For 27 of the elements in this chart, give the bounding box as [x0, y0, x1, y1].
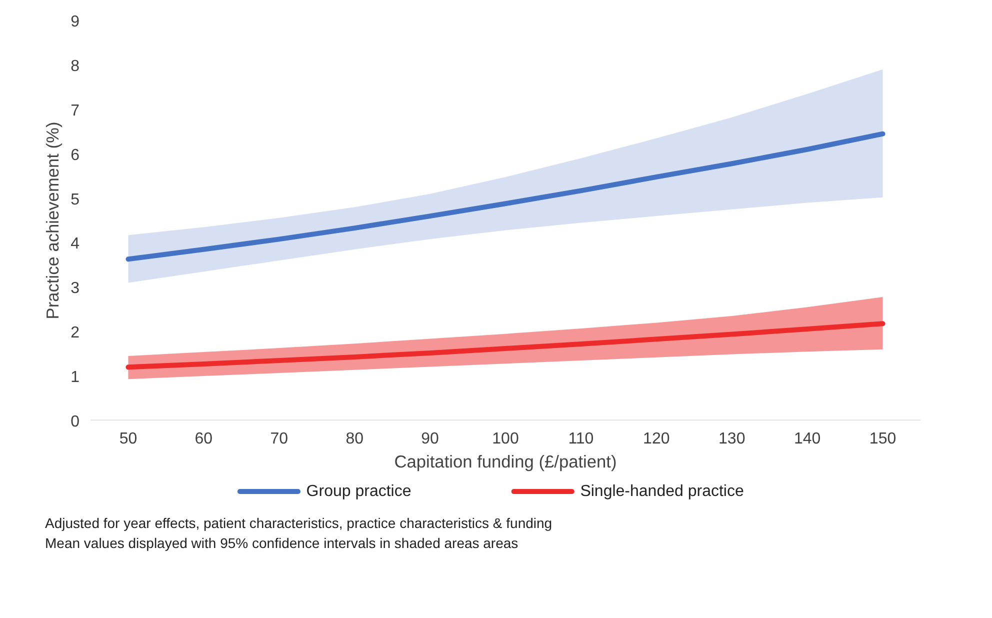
- y-tick-label: 6: [70, 146, 80, 164]
- text: Adjusted for year effects, patient characteristics, practice characteristics & funding: [45, 515, 552, 531]
- x-axis-title: Capitation funding (£/patient): [394, 452, 617, 472]
- x-tick-label: 120: [643, 430, 670, 448]
- x-tick-label: 90: [421, 430, 440, 448]
- text: Mean values displayed with 95% confidence intervals in shaded areas areas: [45, 535, 518, 551]
- x-tick-label: 150: [869, 430, 896, 448]
- x-tick-label: 140: [794, 430, 821, 448]
- x-tick-label: 110: [568, 430, 594, 448]
- y-tick-label: 0: [70, 414, 80, 430]
- x-tick-label: 60: [194, 430, 213, 448]
- legend-label: Single-handed practice: [580, 483, 744, 500]
- y-axis-title: Practice achievement (%): [42, 122, 63, 320]
- y-tick-label: 9: [70, 14, 80, 30]
- legend-label: Group practice: [306, 483, 412, 500]
- x-tick-label: 80: [346, 430, 364, 448]
- x-tick-label: 50: [119, 430, 138, 448]
- y-tick-label: 8: [70, 58, 80, 75]
- y-tick-label: 1: [70, 369, 80, 386]
- y-tick-label: 5: [70, 191, 80, 208]
- y-tick-label: 2: [70, 324, 80, 342]
- y-tick-label: 4: [70, 236, 80, 253]
- y-tick-label: 7: [70, 102, 80, 120]
- x-tick-label: 130: [718, 430, 746, 448]
- y-tick-label: 3: [70, 280, 80, 298]
- x-tick-label: 70: [270, 430, 288, 448]
- x-tick-label: 100: [492, 430, 519, 448]
